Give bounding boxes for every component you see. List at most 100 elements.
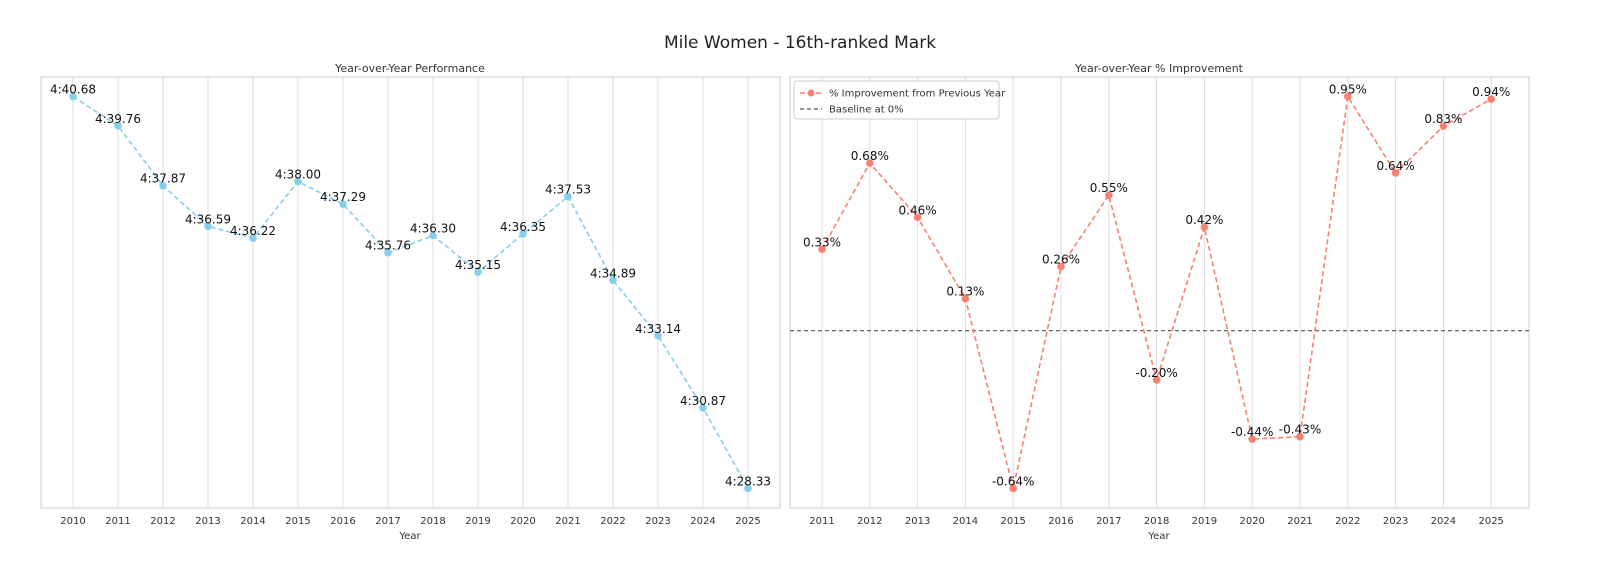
performance-data-label: 4:35.76	[365, 239, 411, 253]
improvement-point	[866, 159, 874, 167]
performance-chart-title: Year-over-Year Performance	[334, 62, 485, 75]
x-tick-label: 2012	[150, 516, 175, 527]
x-tick-label: 2023	[1383, 516, 1408, 527]
x-tick-label: 2022	[1335, 516, 1360, 527]
x-tick-label: 2024	[1431, 516, 1456, 527]
improvement-x-ticks: 2011 2012 2013 2014 2015 2016 2017 2018 2019 2020…	[809, 516, 1504, 527]
x-tick-label: 2020	[510, 516, 535, 527]
improvement-data-label: 0.42%	[1185, 213, 1223, 227]
performance-plot-area	[40, 76, 781, 509]
x-tick-label: 2017	[375, 516, 400, 527]
x-tick-label: 2024	[690, 516, 715, 527]
improvement-data-label: 0.68%	[851, 149, 889, 163]
improvement-legend: % Improvement from Previous Year Baselin…	[793, 80, 1006, 120]
improvement-grid	[821, 77, 1492, 508]
performance-x-axis-label: Year	[398, 531, 421, 542]
x-tick-label: 2012	[857, 516, 882, 527]
improvement-data-label: 0.55%	[1090, 181, 1128, 195]
performance-point	[249, 234, 257, 242]
x-tick-label: 2016	[1048, 516, 1073, 527]
improvement-point	[1152, 376, 1161, 384]
improvement-point	[1105, 191, 1113, 199]
performance-point	[699, 404, 707, 412]
performance-grid	[72, 77, 749, 508]
improvement-data-label: -0.43%	[1279, 423, 1321, 437]
x-tick-label: 2015	[1000, 516, 1025, 527]
improvement-data-label: -0.44%	[1231, 425, 1273, 439]
x-tick-label: 2020	[1239, 516, 1264, 527]
performance-point	[474, 268, 482, 276]
x-tick-label: 2023	[645, 516, 670, 527]
performance-point	[744, 484, 752, 493]
performance-point	[384, 248, 392, 257]
x-tick-label: 2021	[555, 516, 580, 527]
improvement-point	[818, 245, 826, 254]
improvement-data-label: 0.83%	[1424, 112, 1462, 126]
improvement-data-label: 0.13%	[946, 285, 984, 299]
improvement-data-label: 0.95%	[1329, 83, 1367, 97]
x-tick-label: 2019	[465, 516, 490, 527]
improvement-chart-title: Year-over-Year % Improvement	[1074, 62, 1244, 75]
figure-title: Mile Women - 16th-ranked Mark	[664, 33, 936, 53]
performance-data-label: 4:35.15	[455, 258, 501, 272]
improvement-point	[913, 213, 922, 222]
x-tick-label: 2014	[240, 516, 265, 527]
improvement-point	[1248, 435, 1256, 443]
performance-point	[114, 121, 122, 130]
improvement-point	[1296, 432, 1304, 441]
improvement-data-label: 0.33%	[803, 235, 841, 249]
x-tick-label: 2021	[1287, 516, 1312, 527]
x-tick-label: 2017	[1096, 516, 1121, 527]
performance-data-label: 4:38.00	[275, 168, 321, 182]
x-tick-label: 2018	[1144, 516, 1169, 527]
x-tick-label: 2015	[285, 516, 310, 527]
improvement-point	[1344, 92, 1352, 101]
x-tick-label: 2022	[600, 516, 625, 527]
performance-data-label: 4:37.87	[140, 172, 186, 186]
performance-point	[429, 231, 437, 240]
performance-point	[564, 192, 572, 201]
improvement-point	[1009, 484, 1017, 493]
x-tick-label: 2011	[809, 516, 834, 527]
improvement-plot-area	[789, 76, 1530, 509]
performance-point	[654, 332, 662, 340]
performance-data-label: 4:36.59	[185, 212, 231, 226]
improvement-point	[961, 294, 970, 303]
x-tick-label: 2018	[420, 516, 445, 527]
performance-data-label: 4:28.33	[725, 474, 771, 488]
performance-data-label: 4:36.35	[500, 220, 546, 234]
improvement-chart: Year-over-Year % Improvement 2011 2012 201…	[789, 62, 1530, 542]
x-tick-label: 2013	[905, 516, 930, 527]
x-tick-label: 2025	[735, 516, 760, 527]
performance-data-label: 4:30.87	[680, 394, 726, 408]
legend-improvement-marker	[807, 89, 815, 97]
performance-series: 4:40.68 4:39.76 4:37.87 4:36.594:36.22 4:38.…	[50, 83, 771, 493]
performance-line	[72, 95, 749, 489]
improvement-series: 0.33% 0.68% 0.46% 0.13% -0.64% 0.26% 0.55% -0.2…	[790, 83, 1529, 493]
improvement-point	[1487, 95, 1495, 103]
x-tick-label: 2014	[953, 516, 978, 527]
improvement-data-label: 0.64%	[1377, 159, 1415, 173]
performance-data-label: 4:40.68	[50, 83, 96, 97]
x-tick-label: 2011	[105, 516, 130, 527]
legend-baseline-label: Baseline at 0%	[829, 105, 904, 116]
improvement-point	[1439, 122, 1448, 130]
performance-data-label: 4:37.53	[545, 183, 591, 197]
improvement-data-label: 0.94%	[1472, 85, 1510, 99]
x-tick-label: 2019	[1192, 516, 1217, 527]
performance-point	[294, 177, 302, 186]
improvement-data-label: -0.64%	[992, 474, 1034, 488]
improvement-point	[1391, 169, 1400, 177]
x-tick-label: 2013	[195, 516, 220, 527]
x-tick-label: 2025	[1478, 516, 1503, 527]
performance-x-ticks: 2010 2011 2012 2013 2014 2015 2016 2017 2018 2019…	[60, 516, 760, 527]
performance-point	[339, 200, 347, 208]
performance-chart: Year-over-Year Performance 2010 2011 2012 2…	[40, 62, 781, 542]
performance-data-label: 4:37.29	[320, 190, 366, 204]
improvement-data-label: 0.26%	[1042, 253, 1080, 267]
performance-data-label: 4:33.14	[635, 322, 681, 336]
x-tick-label: 2010	[60, 516, 85, 527]
performance-point	[204, 222, 212, 231]
improvement-data-label: 0.46%	[899, 203, 937, 217]
improvement-point	[1057, 262, 1065, 271]
